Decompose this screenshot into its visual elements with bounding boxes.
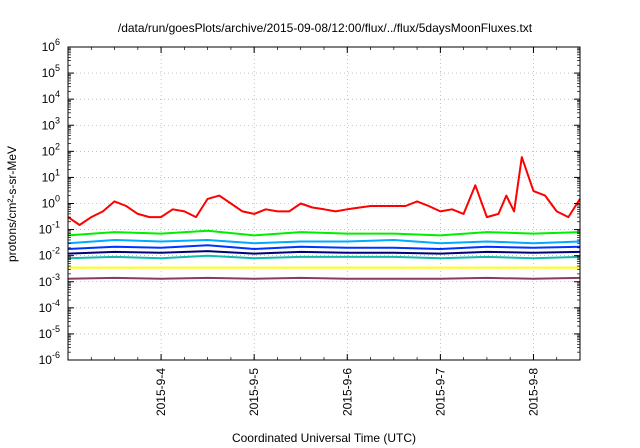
y-tick-label: 10-1: [39, 220, 60, 237]
y-tick-label: 102: [42, 141, 60, 158]
series-line-3: [67, 239, 581, 245]
series-line-8: [67, 276, 581, 280]
y-axis-ticks: 10-6 10-5 10-4 10-3 10-2 10-1 100 101 102 103 104 1…: [39, 37, 580, 367]
x-axis-label: Coordinated Universal Time (UTC): [232, 431, 416, 445]
y-tick-label: 10-5: [39, 324, 60, 341]
x-tick-label: 2015-9-8: [526, 368, 540, 416]
series-line-1: [67, 156, 581, 226]
y-tick-label: 101: [42, 167, 60, 184]
x-tick-label: 2015-9-4: [154, 368, 168, 416]
y-tick-label: 104: [42, 89, 60, 106]
series-line-6: [67, 254, 581, 260]
y-tick-label: 10-2: [39, 246, 60, 263]
y-tick-label: 10-6: [39, 350, 60, 367]
x-tick-label: 2015-9-6: [340, 368, 354, 416]
series-line-5: [67, 250, 581, 255]
x-tick-label: 2015-9-5: [247, 368, 261, 416]
y-axis-label: protons/cm²-s-sr-MeV: [5, 146, 19, 262]
y-tick-label: 106: [42, 37, 60, 54]
grid: [68, 47, 580, 360]
series-line-2: [67, 229, 581, 237]
series-layer: [67, 156, 581, 280]
x-axis-ticks: 2015-9-4 2015-9-5 2015-9-6 2015-9-7 2015-9-8: [67, 47, 581, 416]
y-tick-label: 10-3: [39, 272, 60, 289]
x-tick-label: 2015-9-7: [433, 368, 447, 416]
y-tick-label: 100: [42, 194, 60, 211]
y-tick-label: 103: [42, 115, 60, 132]
y-tick-label: 10-4: [39, 298, 60, 315]
chart-title: /data/run/goesPlots/archive/2015-09-08/1…: [118, 21, 533, 35]
y-tick-label: 105: [42, 63, 60, 80]
series-line-4: [67, 244, 581, 250]
